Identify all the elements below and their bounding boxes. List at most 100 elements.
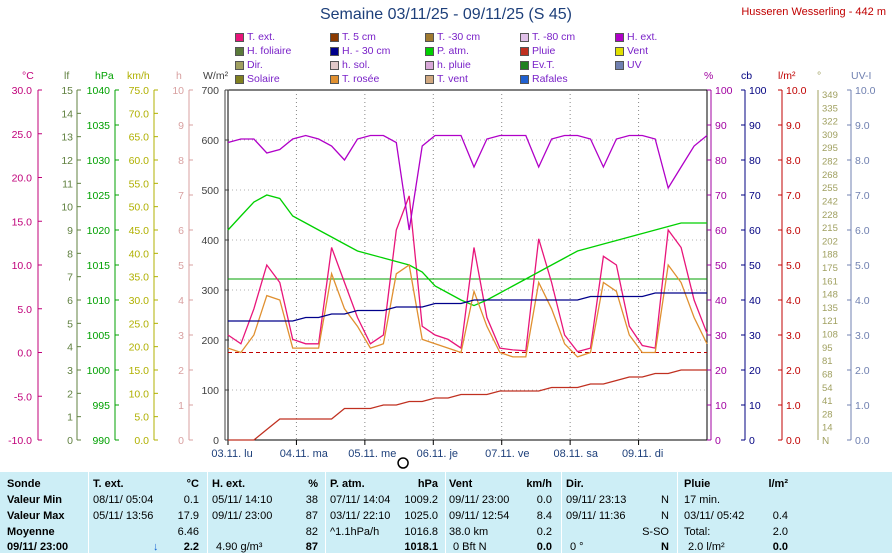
axis-tick-label-lm2: 0.0 bbox=[786, 435, 801, 447]
axis-tick-label-h: 3 bbox=[178, 330, 184, 342]
stats-row-label: Sonde bbox=[7, 478, 41, 490]
axis-tick-label-lf: 13 bbox=[61, 132, 73, 144]
legend-swatch bbox=[330, 60, 339, 70]
axis-tick-label-dir: 175 bbox=[822, 263, 838, 274]
axis-tick-label-kmh: 45.0 bbox=[129, 225, 150, 237]
axis-tick-label-hpa: 1005 bbox=[87, 330, 111, 342]
stats-date: 07/11/ 14:04 bbox=[330, 494, 391, 506]
axis-tick-label-hpa: 995 bbox=[92, 400, 110, 412]
axis-tick-label-lm2: 6.0 bbox=[786, 225, 801, 237]
legend-swatch bbox=[520, 32, 529, 42]
axis-tick-label-cb: 90 bbox=[749, 120, 761, 132]
stats-sub: 38.0 km bbox=[449, 526, 489, 538]
axis-tick-label-pct: 70 bbox=[715, 190, 727, 202]
stats-date: 09/11/ 23:00 bbox=[212, 510, 273, 522]
axis-tick-label-cb: 40 bbox=[749, 295, 761, 307]
stats-value: 0.2 bbox=[536, 526, 552, 538]
axis-tick-label-uv: 4.0 bbox=[855, 295, 870, 307]
axis-tick-label-cb: 70 bbox=[749, 190, 761, 202]
axis-tick-label-wm2: 0 bbox=[213, 435, 219, 447]
legend-item: Ev.T. bbox=[520, 59, 555, 71]
stats-separator bbox=[677, 472, 678, 553]
axis-tick-label-h: 4 bbox=[178, 295, 184, 307]
axis-tick-label-lf: 9 bbox=[67, 225, 73, 237]
legend-label: H. - 30 cm bbox=[342, 45, 391, 57]
axis-tick-label-dir: 41 bbox=[822, 396, 833, 407]
series-line bbox=[228, 369, 707, 441]
legend-item: T. vent bbox=[425, 73, 468, 85]
axis-tick-label-hpa: 1025 bbox=[87, 190, 111, 202]
legend-item: UV bbox=[615, 59, 642, 71]
axis-tick-label-lm2: 3.0 bbox=[786, 330, 801, 342]
stats-value: 0.1 bbox=[183, 494, 199, 506]
axis-tick-label-h: 7 bbox=[178, 190, 184, 202]
axis-tick-label-uv: 6.0 bbox=[855, 225, 870, 237]
axis-tick-label-wm2: 400 bbox=[201, 235, 219, 247]
axis-tick-label-dir: 268 bbox=[822, 170, 838, 181]
stats-separator bbox=[561, 472, 562, 553]
legend-swatch bbox=[425, 46, 434, 56]
stats-value: 17 min. bbox=[684, 494, 721, 506]
legend-label: Pluie bbox=[532, 45, 556, 57]
axis-tick-label-cb: 80 bbox=[749, 155, 761, 167]
axis-tick-label-lm2: 9.0 bbox=[786, 120, 801, 132]
axis-tick-label-lf: 6 bbox=[67, 295, 73, 307]
stats-row-label: Valeur Min bbox=[7, 494, 63, 506]
axis-tick-label-uv: 10.0 bbox=[855, 85, 876, 97]
stats-value: 17.9 bbox=[177, 510, 199, 522]
legend-swatch bbox=[615, 60, 624, 70]
legend-label: T. ext. bbox=[247, 31, 276, 43]
station-name: Husseren Wesserling - 442 m bbox=[741, 6, 886, 18]
axis-tick-label-kmh: 75.0 bbox=[129, 85, 150, 97]
stats-row-label: Valeur Max bbox=[7, 510, 65, 522]
axis-tick-label-kmh: 5.0 bbox=[134, 412, 149, 424]
legend-item: Rafales bbox=[520, 73, 568, 85]
stats-value: S-SO bbox=[642, 526, 669, 538]
axis-tick-label-lf: 2 bbox=[67, 388, 73, 400]
axis-unit-uv: UV-I bbox=[851, 70, 871, 82]
axis-tick-label-temp: 15.0 bbox=[12, 216, 33, 228]
stats-unit: l/m² bbox=[768, 478, 788, 490]
axis-tick-label-cb: 30 bbox=[749, 330, 761, 342]
axis-tick-label-temp: 5.0 bbox=[17, 304, 32, 316]
axis-tick-label-lf: 4 bbox=[67, 342, 73, 354]
legend-label: Vent bbox=[627, 45, 649, 57]
axis-tick-label-h: 1 bbox=[178, 400, 184, 412]
axis-tick-label-lf: 12 bbox=[61, 155, 73, 167]
axis-tick-label-kmh: 60.0 bbox=[129, 155, 150, 167]
stats-current: 0.0 bbox=[536, 541, 552, 553]
axis-tick-label-pct: 90 bbox=[715, 120, 727, 132]
axis-tick-label-kmh: 25.0 bbox=[129, 318, 150, 330]
stats-value: 1025.0 bbox=[404, 510, 438, 522]
stats-separator bbox=[207, 472, 208, 553]
stats-date: 09/11/ 12:54 bbox=[449, 510, 510, 522]
axis-tick-label-pct: 20 bbox=[715, 365, 727, 377]
axis-tick-label-dir: 54 bbox=[822, 383, 833, 394]
legend-item: h. sol. bbox=[330, 59, 370, 71]
axis-tick-label-dir: 14 bbox=[822, 423, 833, 434]
axis-unit-dir: ° bbox=[817, 70, 821, 82]
time-cursor bbox=[397, 457, 409, 469]
stats-value: 1016.8 bbox=[404, 526, 438, 538]
legend-swatch bbox=[615, 32, 624, 42]
x-tick-label: 05.11. me bbox=[348, 448, 396, 460]
axis-unit-kmh: km/h bbox=[127, 70, 150, 82]
axis-tick-label-lf: 14 bbox=[61, 108, 73, 120]
legend-item: H. foliaire bbox=[235, 45, 291, 57]
weekly-chart: 03.11. lu 04.11. ma 05.11. me 06.11. je 07.1… bbox=[8, 70, 876, 469]
legend-label: P. atm. bbox=[437, 45, 469, 57]
axis-tick-label-cb: 20 bbox=[749, 365, 761, 377]
x-tick-label: 04.11. ma bbox=[280, 448, 329, 460]
series-line bbox=[227, 195, 708, 353]
legend-swatch bbox=[520, 74, 529, 84]
stats-value: 0.0 bbox=[536, 494, 552, 506]
axis-tick-label-dir: 121 bbox=[822, 316, 838, 327]
axis-tick-label-temp: 0.0 bbox=[17, 348, 32, 360]
axis-tick-label-lm2: 8.0 bbox=[786, 155, 801, 167]
plot-area bbox=[227, 89, 708, 441]
stats-date: 03/11/ 22:10 bbox=[330, 510, 391, 522]
axis-tick-label-uv: 9.0 bbox=[855, 120, 870, 132]
series-line bbox=[227, 263, 708, 358]
axis-tick-label-pct: 60 bbox=[715, 225, 727, 237]
stats-value: 82 bbox=[305, 526, 318, 538]
